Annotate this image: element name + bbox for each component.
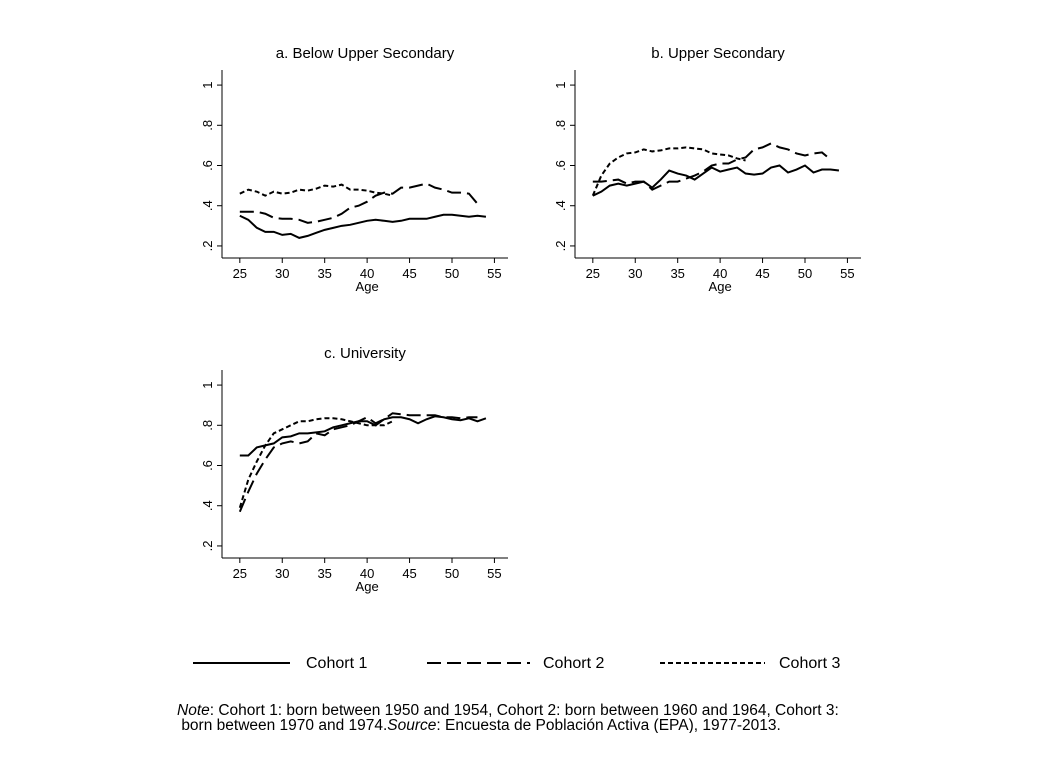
y-tick-label: .4 [553,200,568,211]
x-tick-label: 25 [586,266,600,281]
y-tick-label: .6 [200,460,215,471]
x-tick-label: 40 [713,266,727,281]
x-tick-label: 50 [798,266,812,281]
panel-title: a. Below Upper Secondary [276,45,455,62]
x-tick-label: 40 [360,566,374,581]
series-line [239,182,479,224]
y-tick-label: .8 [200,420,215,431]
y-tick-label: .4 [200,500,215,511]
x-tick-label: 55 [840,266,854,281]
x-tick-label: 35 [317,566,331,581]
x-tick-label: 40 [360,266,374,281]
note-text: born between 1970 and 1974. [181,717,388,733]
panel-title: c. University [324,345,406,362]
legend-label: Cohort 2 [543,655,604,672]
x-axis-label: Age [356,279,379,294]
series-line [239,183,393,197]
x-tick-label: 55 [487,566,501,581]
x-tick-label: 35 [670,266,684,281]
series-line [591,146,746,197]
x-tick-label: 45 [402,266,416,281]
x-tick-label: 30 [628,266,642,281]
y-tick-label: .6 [553,160,568,171]
note-label: Note [177,703,210,719]
y-tick-label: .8 [200,120,215,131]
series-line [238,412,478,513]
x-tick-label: 35 [317,266,331,281]
y-tick-label: 1 [200,381,215,388]
y-tick-label: .2 [553,241,568,252]
x-tick-label: 25 [233,566,247,581]
series-line [239,213,487,239]
series-line [239,415,487,457]
x-tick-label: 55 [487,266,501,281]
note-line: Note: Cohort 1: born between 1950 and 19… [177,703,1038,718]
x-tick-label: 25 [233,266,247,281]
panel-title: b. Upper Secondary [651,45,785,62]
x-tick-label: 30 [275,566,289,581]
note-line: born between 1970 and 1974.Source: Encue… [177,718,1038,733]
legend-label: Cohort 3 [779,655,840,672]
x-tick-label: 45 [402,566,416,581]
x-axis-label: Age [709,279,732,294]
x-tick-label: 45 [755,266,769,281]
x-tick-label: 50 [445,266,459,281]
series-line [592,164,840,197]
source-label: Source [387,717,437,733]
x-tick-label: 30 [275,266,289,281]
y-tick-label: 1 [553,81,568,88]
note: Note: Cohort 1: born between 1950 and 19… [177,703,1038,733]
y-tick-label: 1 [200,81,215,88]
legend-label: Cohort 1 [306,655,367,672]
x-tick-label: 50 [445,566,459,581]
x-axis-label: Age [356,579,379,594]
series-line [238,417,394,509]
y-tick-label: .6 [200,160,215,171]
source-text: : Encuesta de Población Activa (EPA), 19… [436,717,781,733]
note-text: : Cohort 1: born between 1950 and 1954, … [209,703,839,719]
y-tick-label: .4 [200,200,215,211]
y-tick-label: .2 [200,241,215,252]
y-tick-label: .2 [200,541,215,552]
y-tick-label: .8 [553,120,568,131]
series-line [592,142,832,191]
